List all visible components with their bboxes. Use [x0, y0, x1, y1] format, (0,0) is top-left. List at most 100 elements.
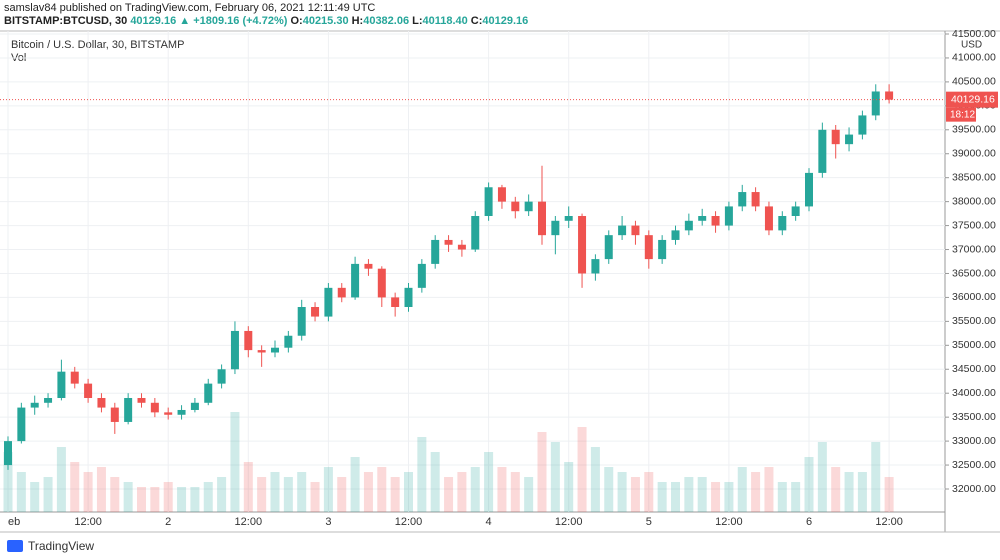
candle-body — [764, 206, 773, 231]
plot — [3, 84, 894, 512]
volume-bar — [724, 482, 734, 512]
countdown: 18:12 — [950, 109, 975, 120]
y-tick-label: 35000.00 — [952, 339, 996, 351]
y-tick-label: 32000.00 — [952, 483, 996, 495]
candle-body — [177, 409, 186, 415]
candle-body — [190, 402, 199, 410]
x-tick-label: 3 — [325, 516, 331, 528]
y-tick-label: 40500.00 — [952, 76, 996, 88]
candle-body — [444, 239, 453, 245]
candle-body — [271, 347, 279, 353]
volume-bar — [417, 437, 427, 512]
ohlc-value: 40118.40 — [422, 15, 468, 27]
y-tick-label: 37500.00 — [952, 219, 996, 231]
volume-bar — [16, 472, 26, 512]
candle-body — [17, 407, 26, 442]
candle-body — [658, 239, 667, 260]
volume-bar — [56, 447, 66, 512]
candle-body — [164, 412, 173, 415]
volume-bar — [590, 447, 600, 512]
candle-body — [484, 187, 493, 216]
volume-bar — [83, 472, 93, 512]
candle-body — [44, 398, 53, 403]
publisher: samslav84 published on TradingView.com, … — [4, 2, 376, 14]
candle-body — [791, 206, 800, 216]
candle-body — [97, 398, 106, 408]
y-tick-label: 36000.00 — [952, 291, 996, 303]
volume-bar — [230, 412, 240, 512]
x-tick-label: 12:00 — [555, 516, 583, 528]
candle-body — [257, 350, 266, 353]
candle-body — [858, 115, 867, 135]
candle-body — [578, 216, 587, 274]
volume-bar — [457, 472, 467, 512]
candle-body — [297, 307, 306, 336]
x-tick-label: 12:00 — [875, 516, 903, 528]
volume-bar — [684, 477, 694, 512]
y-tick-label: 34000.00 — [952, 387, 996, 399]
candle-body — [644, 235, 653, 260]
candle-body — [150, 402, 159, 413]
volume-bar — [30, 482, 40, 512]
volume-bar — [764, 467, 774, 512]
candle-body — [818, 129, 827, 173]
candle-body — [204, 383, 213, 403]
x-tick-label: eb — [8, 516, 20, 528]
candle-body — [751, 192, 760, 207]
candle-body — [30, 402, 39, 408]
volume-bar — [323, 467, 333, 512]
candle-body — [377, 268, 386, 298]
ohlc-label: L: — [412, 15, 423, 27]
volume-bar — [884, 477, 894, 512]
candle-body — [497, 187, 506, 202]
volume-bar — [190, 487, 200, 512]
symbol: BITSTAMP:BTCUSD, 30 — [4, 15, 128, 27]
y-tick-label: 35500.00 — [952, 315, 996, 327]
candle-body — [124, 398, 133, 422]
candle-body — [84, 383, 93, 398]
volume-bar — [377, 467, 387, 512]
last-price-label: 40129.16 — [951, 93, 995, 105]
volume-bar — [524, 477, 534, 512]
x-tick-label: 6 — [806, 516, 812, 528]
volume-bar — [657, 482, 667, 512]
brand[interactable]: TradingView — [28, 539, 94, 553]
y-tick-label: 36500.00 — [952, 267, 996, 279]
x-tick-label: 12:00 — [715, 516, 743, 528]
countdown-box — [946, 107, 976, 122]
y-tick-label: 41500.00 — [952, 28, 996, 40]
volume-bar — [350, 457, 360, 512]
candle-body — [110, 407, 119, 422]
last-price-box — [946, 91, 998, 108]
volume-bar — [564, 462, 574, 512]
ohlc-value: 40215.30 — [302, 15, 349, 27]
candle-body — [698, 216, 707, 221]
chart-title: Bitcoin / U.S. Dollar, 30, BITSTAMP — [11, 39, 184, 51]
candle-body — [591, 259, 600, 274]
candle-body — [217, 369, 226, 384]
candle-body — [324, 287, 333, 317]
volume-bar — [390, 477, 400, 512]
volume-bar — [337, 477, 347, 512]
candle-body — [4, 441, 12, 466]
y-tick-label: 34500.00 — [952, 363, 996, 375]
volume-bar — [577, 427, 587, 512]
candle-body — [337, 287, 346, 298]
volume-bar — [630, 477, 640, 512]
volume-bar — [110, 477, 120, 512]
candle-body — [805, 172, 813, 207]
y-tick-label: 32500.00 — [952, 459, 996, 471]
symbol-bar: BITSTAMP:BTCUSD, 30 40129.16 ▲ +1809.16 … — [4, 15, 531, 27]
ohlc-label: C: — [470, 15, 483, 27]
volume-bar — [817, 442, 827, 512]
volume-bar — [310, 482, 320, 512]
volume-bar — [123, 482, 133, 512]
currency: USD — [961, 40, 982, 51]
candle-body — [404, 287, 413, 307]
volume-bar — [150, 487, 160, 512]
volume-bar — [70, 462, 80, 512]
candle-body — [471, 216, 480, 250]
candle-body — [284, 335, 293, 348]
x-tick-label: 4 — [486, 516, 492, 528]
